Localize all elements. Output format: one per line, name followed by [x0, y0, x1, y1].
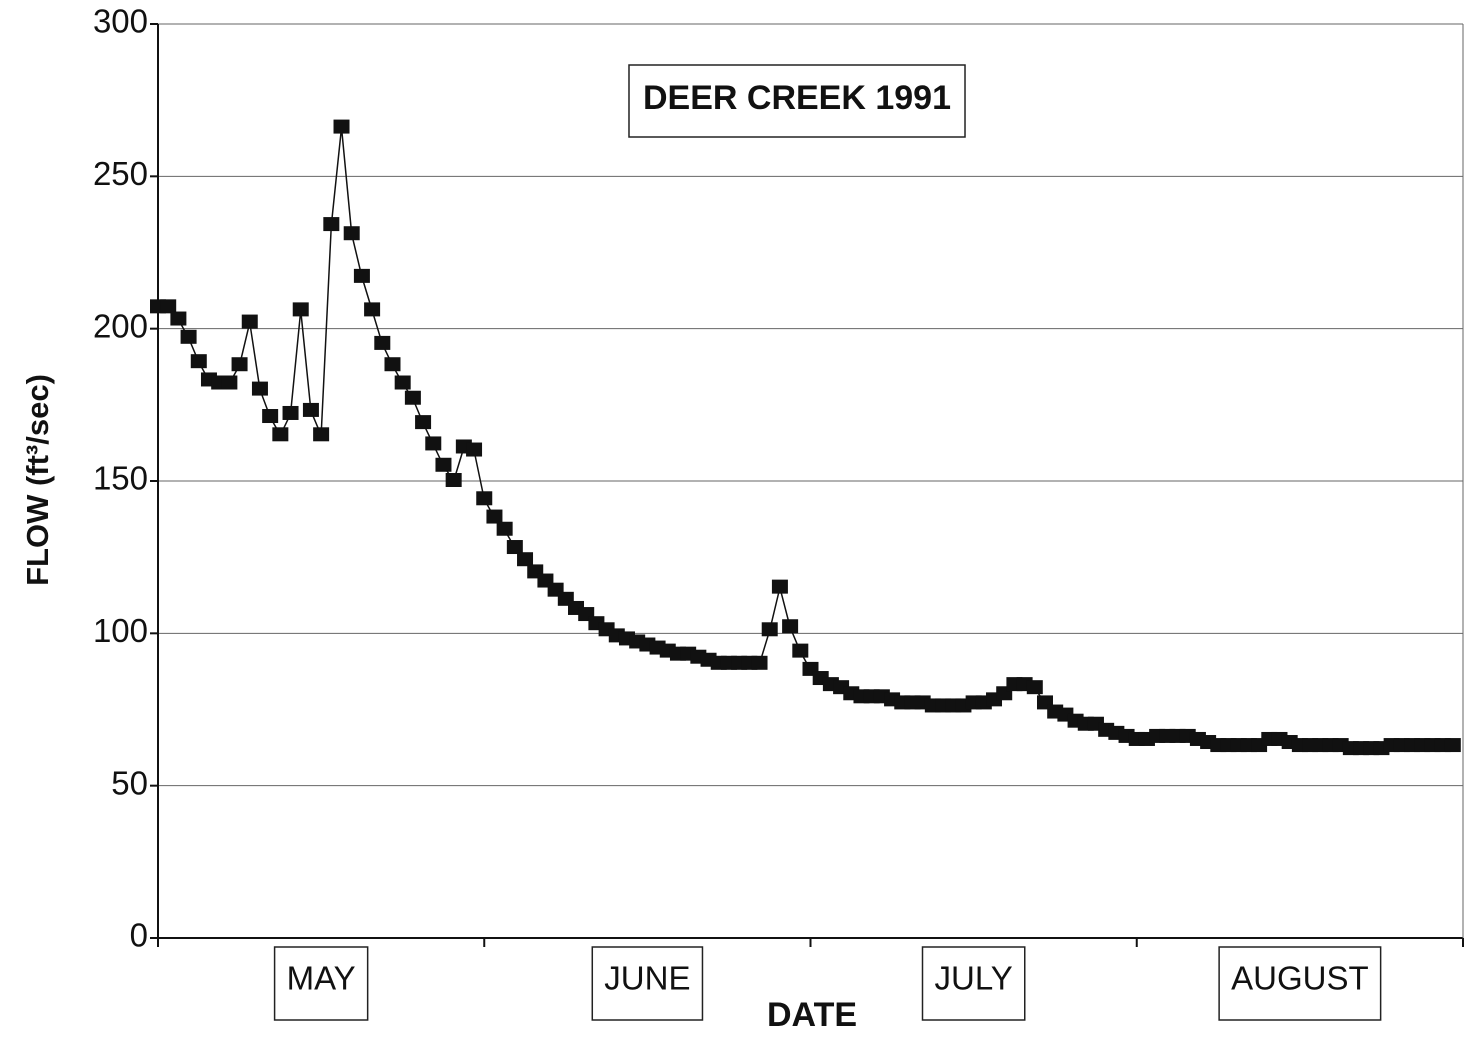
data-point — [782, 619, 799, 634]
month-label: JULY — [921, 946, 1026, 1021]
month-label: JUNE — [591, 946, 704, 1021]
month-box — [921, 946, 1026, 1021]
data-point — [292, 302, 309, 317]
title-box — [628, 64, 966, 138]
x-tick-label: AUGUST — [1231, 960, 1369, 997]
y-tick-label: 0 — [130, 917, 148, 954]
data-point — [384, 357, 401, 372]
data-point — [792, 643, 809, 658]
data-point — [160, 299, 177, 314]
data-point — [435, 457, 452, 472]
data-point — [445, 473, 462, 487]
data-point — [262, 409, 279, 424]
data-point — [1026, 680, 1043, 695]
data-point — [302, 402, 319, 417]
y-tick-label: 150 — [93, 460, 148, 497]
x-axis-label: DATE — [767, 996, 857, 1034]
data-point — [506, 540, 523, 555]
data-point — [394, 375, 411, 390]
month-label: MAY — [273, 946, 369, 1021]
data-point — [415, 415, 432, 430]
data-point — [180, 329, 197, 344]
data-point — [313, 427, 330, 442]
y-tick-label: 250 — [93, 155, 148, 192]
data-point — [343, 226, 360, 241]
data-point — [333, 119, 350, 134]
y-tick-label: 50 — [111, 764, 148, 801]
data-point — [323, 217, 340, 232]
data-point — [1444, 738, 1461, 753]
data-point — [221, 375, 238, 390]
data-point — [466, 442, 483, 457]
month-label: AUGUST — [1218, 946, 1382, 1021]
month-box — [1218, 946, 1382, 1021]
data-point — [476, 491, 493, 506]
data-point — [282, 405, 299, 420]
data-point — [170, 311, 187, 326]
data-point — [272, 427, 289, 442]
data-point — [517, 552, 534, 567]
data-point — [771, 579, 788, 594]
chart-title: DEER CREEK 1991 — [643, 79, 951, 117]
title-group: DEER CREEK 1991 — [628, 64, 966, 138]
x-tick-label: JUNE — [604, 960, 690, 997]
data-point — [761, 622, 778, 637]
data-point — [486, 509, 503, 524]
data-point — [496, 521, 513, 536]
x-tick-label: JULY — [935, 960, 1013, 997]
data-point — [251, 381, 268, 396]
y-tick-label: 300 — [93, 3, 148, 40]
data-point — [190, 354, 207, 369]
data-point — [751, 655, 768, 670]
x-tick-label: MAY — [287, 960, 356, 997]
data-point — [353, 268, 370, 283]
y-tick-label: 100 — [93, 612, 148, 649]
month-box — [273, 946, 369, 1021]
data-point — [425, 436, 442, 451]
data-point — [231, 357, 248, 372]
data-point — [374, 335, 391, 350]
data-point — [241, 314, 258, 329]
y-tick-label: 200 — [93, 307, 148, 344]
data-point — [404, 390, 421, 405]
data-point — [364, 302, 381, 317]
month-box — [591, 946, 704, 1021]
y-axis-label: FLOW (ft³/sec) — [20, 374, 55, 586]
